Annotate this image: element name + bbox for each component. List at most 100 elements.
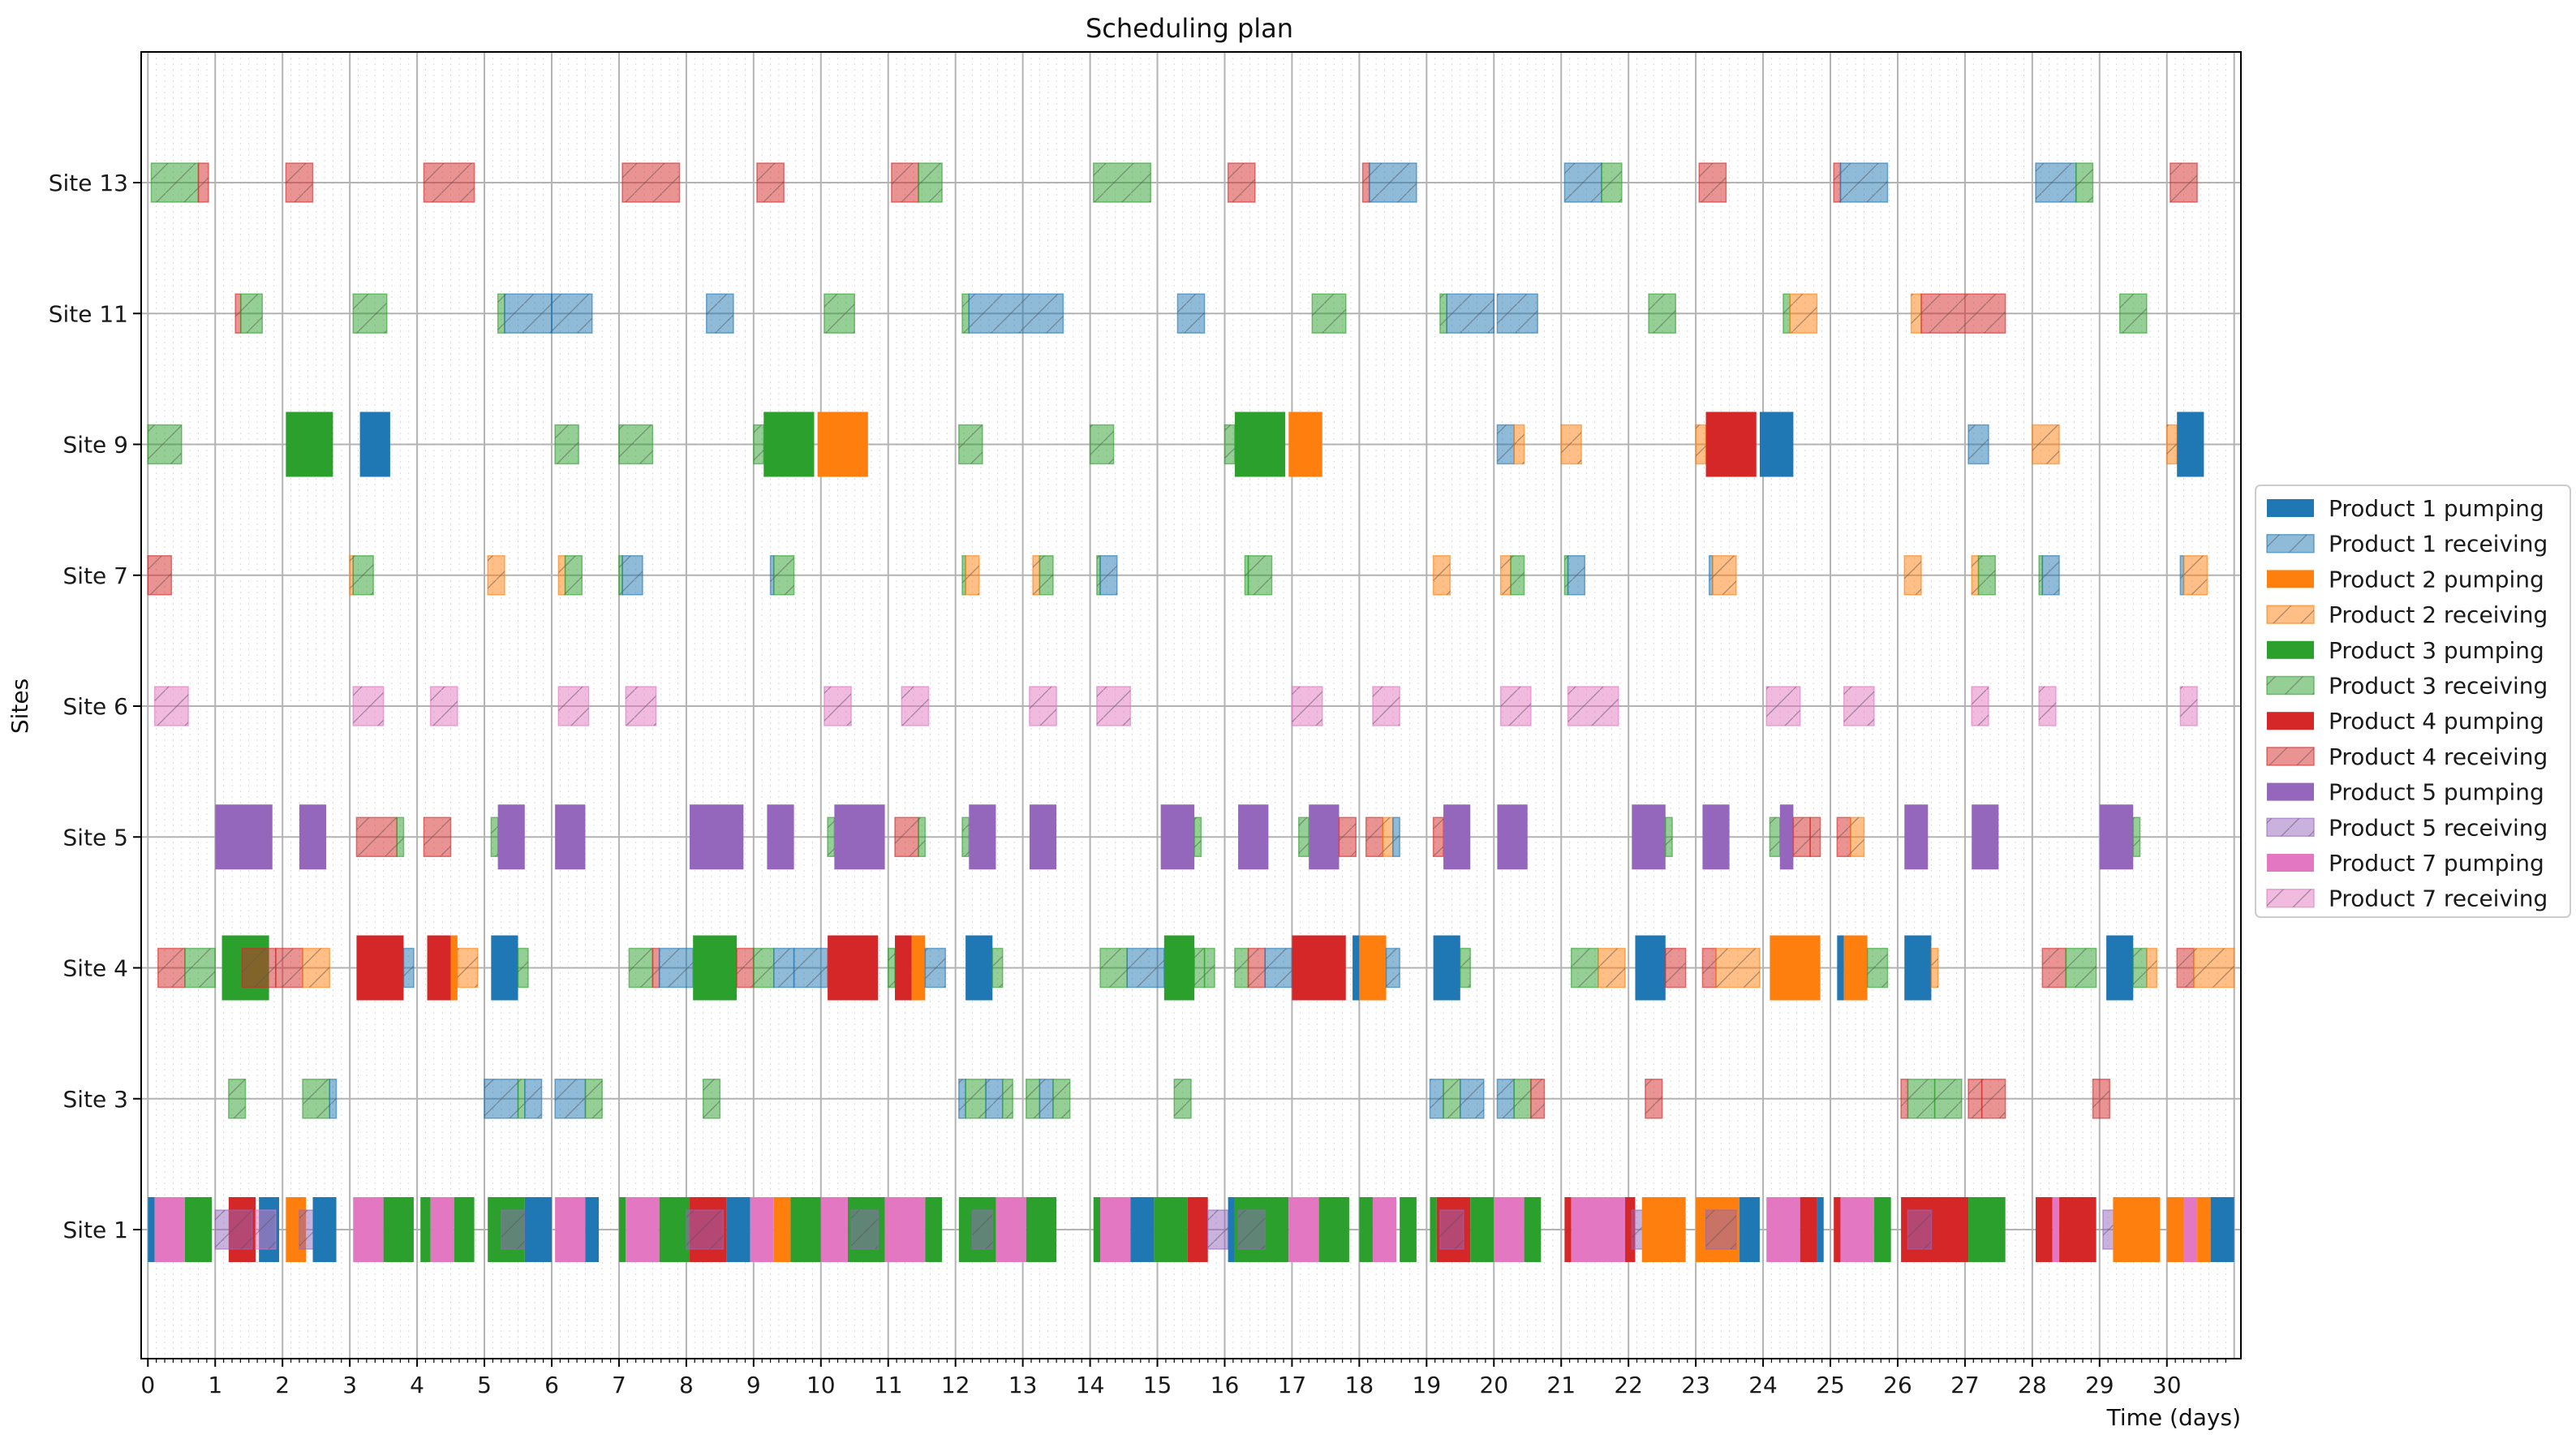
bar-hatch: [1372, 687, 1400, 726]
bar-p1-pumping: [1759, 411, 1794, 477]
bar-hatch: [1298, 817, 1310, 857]
bar-hatch: [965, 1079, 987, 1118]
bar-hatch: [1248, 948, 1266, 988]
x-tick-label: 26: [1883, 1372, 1912, 1398]
bar-p5-pumping: [1238, 804, 1269, 870]
bar-hatch: [2180, 687, 2198, 726]
bar-hatch: [148, 555, 172, 595]
bar-hatch: [773, 555, 794, 595]
bar-hatch: [1601, 163, 1622, 202]
y-tick-label: Site 3: [63, 1086, 128, 1113]
x-tick-label: 13: [1008, 1372, 1038, 1398]
bar-hatch: [1460, 1079, 1484, 1118]
legend-label: Product 5 receiving: [2329, 814, 2548, 841]
bar-hatch: [925, 948, 946, 988]
bar-p3-pumping: [184, 1197, 213, 1262]
bar-p1-pumping: [491, 935, 518, 1001]
bar-hatch: [1705, 1210, 1736, 1249]
bar-hatch: [585, 1079, 603, 1118]
bar-hatch: [753, 424, 764, 464]
bar-hatch: [1514, 424, 1525, 464]
bar-hatch: [2075, 163, 2093, 202]
bar-hatch: [1433, 817, 1444, 857]
bar-hatch: [1712, 555, 1736, 595]
bar-hatch: [1598, 948, 1626, 988]
bar-hatch: [555, 424, 579, 464]
bar-p4-pumping: [895, 935, 912, 1001]
bar-hatch: [1968, 424, 1989, 464]
bar-hatch: [891, 163, 919, 202]
bar-hatch: [2092, 1079, 2110, 1118]
bar-p3-pumping: [1470, 1197, 1494, 1262]
legend-swatch-p2-pumping: [2267, 570, 2314, 588]
bar-hatch: [240, 294, 263, 334]
y-tick-label: Site 7: [63, 562, 128, 589]
bar-hatch: [1430, 1079, 1444, 1118]
legend-label: Product 7 receiving: [2329, 885, 2548, 912]
bar-hatch: [524, 1079, 542, 1118]
x-tick-label: 18: [1345, 1372, 1374, 1398]
bar-p3-pumping: [1430, 1197, 1437, 1262]
bar-p2-pumping: [2166, 1197, 2184, 1262]
bar-hatch: [1770, 817, 1780, 857]
bar-hatch: [275, 948, 303, 988]
y-tick-label: Site 6: [63, 693, 128, 720]
bar-hatch: [148, 424, 182, 464]
bar-hatch: [1901, 1079, 1908, 1118]
bar-hatch: [353, 294, 387, 334]
bar-p2-pumping: [1641, 1197, 1686, 1262]
bar-hatch: [1840, 163, 1888, 202]
bar-hatch: [215, 1210, 252, 1249]
x-tick-label: 28: [2018, 1372, 2047, 1398]
legend-swatch-hatch: [2267, 889, 2314, 907]
bar-hatch: [1052, 1079, 1070, 1118]
bar-p7-pumping: [1766, 1197, 1800, 1262]
y-tick-label: Site 4: [63, 955, 128, 982]
legend-swatch-hatch: [2267, 818, 2314, 837]
bar-hatch: [198, 163, 209, 202]
bar-hatch: [1907, 1079, 1935, 1118]
bar-hatch: [430, 687, 458, 726]
bar-hatch: [1571, 948, 1598, 988]
bar-hatch: [1383, 817, 1393, 857]
bar-hatch: [1709, 555, 1713, 595]
x-tick-label: 22: [1614, 1372, 1643, 1398]
bar-hatch: [1194, 948, 1205, 988]
bar-p7-pumping: [2183, 1197, 2198, 1262]
bar-hatch: [184, 948, 216, 988]
bar-hatch: [555, 1079, 586, 1118]
bar-hatch: [1497, 424, 1515, 464]
bar-p5-pumping: [690, 804, 744, 870]
bar-hatch: [1904, 555, 1921, 595]
bar-p5-pumping: [2099, 804, 2134, 870]
bar-hatch: [303, 948, 330, 988]
bar-hatch: [484, 1079, 518, 1118]
bar-hatch: [235, 294, 241, 334]
bar-hatch: [1234, 948, 1249, 988]
bar-p1-pumping: [1433, 935, 1460, 1001]
bar-hatch: [1867, 948, 1888, 988]
bar-p7-pumping: [555, 1197, 586, 1262]
bar-hatch: [1497, 294, 1538, 334]
bar-p5-pumping: [1160, 804, 1195, 870]
bar-p5-pumping: [1904, 804, 1929, 870]
legend-label: Product 4 receiving: [2329, 743, 2548, 770]
bar-p2-pumping: [2113, 1197, 2161, 1262]
bar-hatch: [1245, 555, 1249, 595]
bar-hatch: [2133, 948, 2147, 988]
bar-hatch: [1339, 817, 1357, 857]
bar-p7-pumping: [1372, 1197, 1396, 1262]
x-tick-label: 29: [2085, 1372, 2114, 1398]
bar-hatch: [753, 948, 774, 988]
bar-hatch: [1981, 1079, 2006, 1118]
bar-hatch: [1029, 687, 1057, 726]
bar-hatch: [551, 294, 592, 334]
bar-p7-pumping: [626, 1197, 660, 1262]
bar-p3-pumping: [286, 411, 333, 477]
bar-p7-pumping: [154, 1197, 185, 1262]
bar-hatch: [1649, 294, 1676, 334]
legend-swatch-p5-pumping: [2267, 782, 2314, 801]
bar-p7-pumping: [996, 1197, 1026, 1262]
bar-hatch: [1392, 817, 1400, 857]
bar-hatch: [622, 555, 643, 595]
